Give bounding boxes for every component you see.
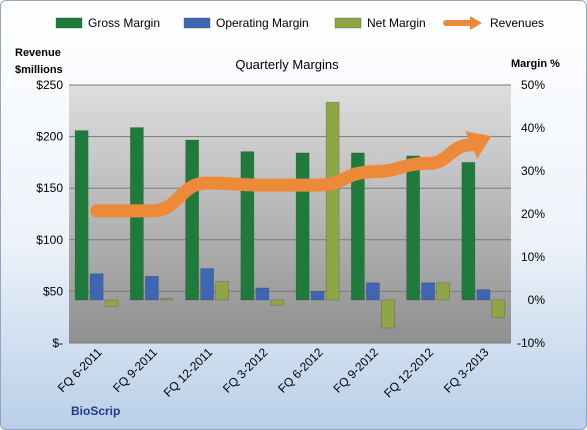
legend-label: Operating Margin xyxy=(216,16,309,30)
left-tick-label: $250 xyxy=(36,78,63,92)
left-axis-title-line1: Revenue xyxy=(15,47,61,59)
right-tick-label: 40% xyxy=(521,121,545,135)
legend-swatch xyxy=(183,17,211,29)
legend-arrowhead xyxy=(470,16,482,30)
gross-margin-bar xyxy=(185,139,199,301)
revenues-arrowhead xyxy=(465,131,492,159)
right-tick-label: 10% xyxy=(521,250,545,264)
net-margin-bar xyxy=(436,282,450,301)
left-tick-label: $150 xyxy=(36,181,63,195)
right-tick-label: 20% xyxy=(521,207,545,221)
right-tick-label: 30% xyxy=(521,164,545,178)
x-tick-label: FQ 6-2012 xyxy=(275,345,326,396)
operating-margin-bar xyxy=(145,276,159,301)
operating-margin-bar xyxy=(366,282,380,301)
operating-margin-bar xyxy=(476,289,491,301)
operating-margin-bar xyxy=(89,273,104,301)
left-tick-label: $- xyxy=(52,336,63,350)
right-tick-label: 50% xyxy=(521,78,545,92)
gross-margin-bar xyxy=(351,152,365,301)
x-tick-label: FQ 3-2012 xyxy=(220,345,271,396)
legend-label: Net Margin xyxy=(367,16,426,30)
net-margin-bar xyxy=(104,299,119,307)
x-tick-label: FQ 12-2012 xyxy=(381,345,436,400)
revenues-line xyxy=(90,138,478,218)
left-tick-label: $50 xyxy=(43,284,63,298)
operating-margin-bar xyxy=(310,291,325,301)
gross-margin-bar xyxy=(74,130,89,301)
gross-margin-bar xyxy=(240,151,255,301)
legend-label: Revenues xyxy=(490,16,544,30)
left-tick-label: $200 xyxy=(36,130,63,144)
brand-label: BioScrip xyxy=(71,404,120,418)
legend-swatch xyxy=(334,17,362,29)
x-tick-label: FQ 6-2011 xyxy=(55,345,105,395)
left-tick-label: $100 xyxy=(36,233,63,247)
legend-swatch xyxy=(55,17,83,29)
operating-margin-bar xyxy=(200,268,214,301)
gross-margin-bar xyxy=(406,155,420,301)
gross-margin-bar xyxy=(295,152,310,301)
net-margin-bar xyxy=(160,298,174,301)
net-margin-bar xyxy=(325,101,340,301)
chart-title: Quarterly Margins xyxy=(235,57,339,72)
x-tick-label: FQ 9-2011 xyxy=(110,345,160,395)
net-margin-bar xyxy=(270,299,285,306)
x-tick-label: FQ 3-2013 xyxy=(441,345,492,396)
right-axis-title: Margin % xyxy=(511,58,560,70)
legend-label: Gross Margin xyxy=(88,16,160,30)
operating-margin-bar xyxy=(421,282,435,301)
net-margin-bar xyxy=(491,299,506,318)
x-tick-label: FQ 12-2011 xyxy=(161,345,216,400)
right-tick-label: -10% xyxy=(517,336,545,350)
left-axis-title-line2: $millions xyxy=(15,64,63,76)
right-tick-label: 0% xyxy=(528,293,546,307)
operating-margin-bar xyxy=(255,287,270,301)
x-tick-label: FQ 9-2012 xyxy=(331,345,382,396)
gross-margin-bar xyxy=(461,162,476,301)
net-margin-bar xyxy=(381,299,395,329)
net-margin-bar xyxy=(215,281,229,301)
